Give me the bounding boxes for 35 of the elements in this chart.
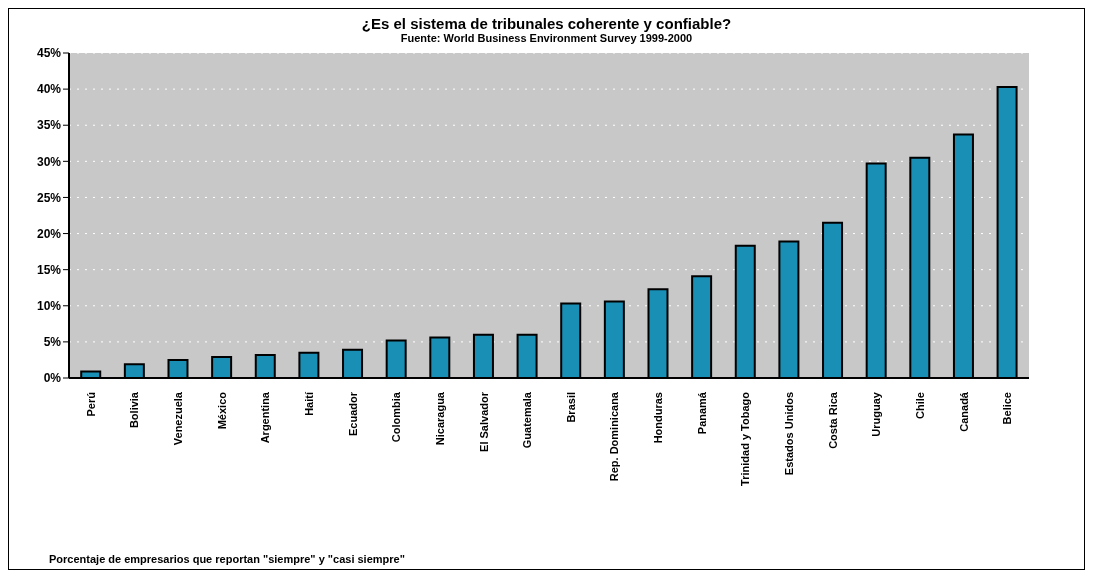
x-tick-label: Costa Rica <box>826 391 839 449</box>
x-tick-label: Nicaragua <box>433 391 446 446</box>
y-tick-label: 40% <box>36 82 62 97</box>
chart-title: ¿Es el sistema de tribunales coherente y confiable? <box>360 15 733 32</box>
x-tick-label: Guatemala <box>521 391 534 449</box>
x-tick-label: Estados Unidos <box>783 392 795 476</box>
x-tick-label: Trinidad y Tobago <box>739 391 752 486</box>
x-tick-label: Chile <box>913 392 926 419</box>
x-tick-label: Venezuela <box>172 391 185 446</box>
y-tick-label: 5% <box>43 335 62 350</box>
text: Porcentaje de empresarios que reportan "siempre" y "casi siempre" <box>49 553 405 565</box>
x-tick-label: Rep. Dominicana <box>608 391 621 482</box>
x-tick-label: Brasil <box>564 392 577 423</box>
y-tick-label: 25% <box>36 190 62 205</box>
x-tick-label: Uruguay <box>870 391 883 437</box>
x-tick-label: México <box>215 391 228 430</box>
x-tick-label: Panamá <box>695 391 708 435</box>
y-tick-label: 15% <box>36 262 62 277</box>
x-tick-label: Argentina <box>259 391 272 444</box>
x-tick-label: Haití <box>303 391 315 416</box>
x-tick-label: Ecuador <box>346 391 359 437</box>
x-tick-label: El Salvador <box>477 391 490 452</box>
y-tick-label: 10% <box>36 299 62 314</box>
y-tick-label: 35% <box>36 118 62 133</box>
x-tick-label: Honduras <box>652 392 665 444</box>
x-tick-label: Belice <box>1001 392 1014 425</box>
y-tick-label: 20% <box>36 226 62 241</box>
x-tick-label: Perú <box>84 392 97 417</box>
x-tick-label: Canadá <box>957 391 970 432</box>
chart-subtitle: Fuente: World Business Environment Survey 1999-2000 <box>399 32 694 44</box>
y-tick-label: 30% <box>36 154 62 169</box>
y-tick-label: 45% <box>36 46 62 61</box>
x-tick-label: Bolivia <box>128 391 141 429</box>
x-tick-label: Colombia <box>390 391 403 443</box>
y-tick-label: 0% <box>43 371 62 386</box>
